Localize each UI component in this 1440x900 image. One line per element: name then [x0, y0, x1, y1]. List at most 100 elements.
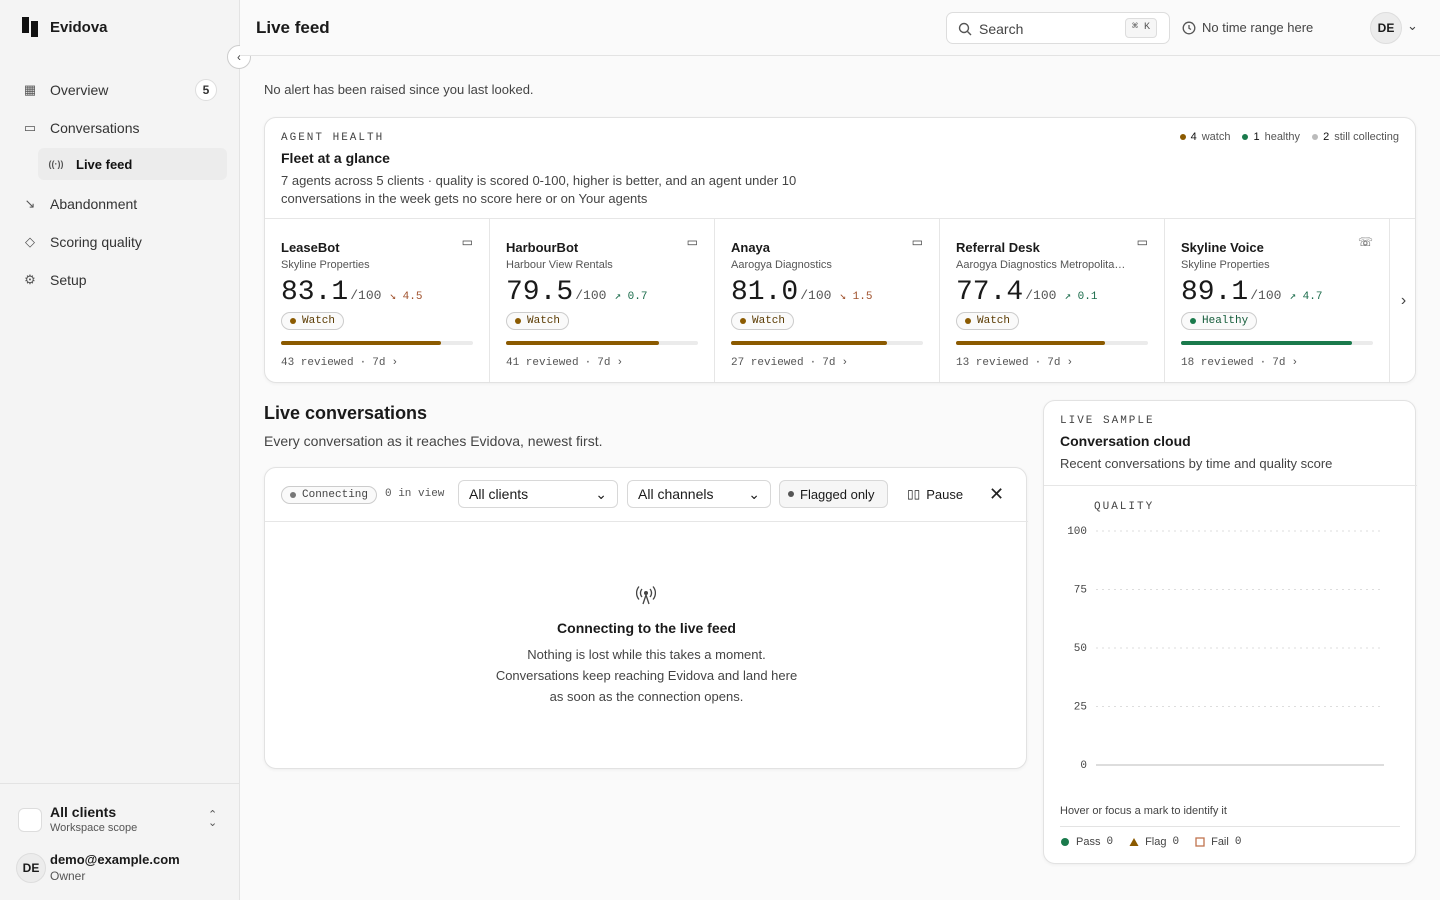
score-track — [1181, 341, 1373, 345]
scroll-right[interactable]: › — [1390, 219, 1415, 382]
user-avatar: DE — [16, 853, 46, 883]
agent-out-of: /100 — [1250, 288, 1282, 303]
client-filter[interactable]: All clients ⌄ — [458, 480, 618, 508]
agent-score: 81.0 — [731, 277, 799, 308]
agent-delta: ↗ 0.7 — [614, 291, 648, 303]
in-view-count: 0 in view — [385, 488, 445, 500]
score-bar — [1181, 341, 1353, 345]
nav-label: Conversations — [50, 120, 140, 136]
agent-score: 89.1 — [1181, 277, 1249, 308]
status-text: Connecting — [302, 489, 369, 501]
agent-name: Skyline Voice — [1181, 240, 1264, 255]
scope-icon — [18, 808, 42, 832]
scope-subtitle: Workspace scope — [50, 822, 138, 834]
legend-marker — [1061, 838, 1069, 846]
legend-label: watch — [1201, 131, 1231, 143]
agent-card[interactable]: ☏ Skyline Voice Skyline Properties 89.1/100… — [1165, 219, 1390, 382]
agent-client: Aarogya Diagnostics — [731, 259, 832, 271]
nav-item[interactable]: ((·)) Live feed — [38, 148, 227, 180]
empty-title: Connecting to the live feed — [557, 620, 736, 636]
score-bar — [506, 341, 659, 345]
nav-item[interactable]: ⚙ Setup — [12, 264, 227, 296]
channel-filter[interactable]: All channels ⌄ — [627, 480, 771, 508]
header: Live feed Search ⌘ K No time range here … — [240, 0, 1440, 56]
agent-card[interactable]: ▭ Anaya Aarogya Diagnostics 81.0/100 ↘ 1.5 Wa… — [715, 219, 940, 382]
header-avatar[interactable]: DE — [1370, 12, 1402, 44]
agent-score-row: 81.0/100 ↘ 1.5 — [731, 277, 923, 308]
y-tick-label: 75 — [1074, 584, 1087, 596]
brand-name: Evidova — [50, 19, 108, 36]
agent-out-of: /100 — [575, 288, 607, 303]
alert-notice: No alert has been raised since you last … — [264, 82, 534, 97]
nav-icon: ▭ — [23, 120, 37, 135]
status-text: Watch — [977, 315, 1011, 327]
search-box[interactable]: Search ⌘ K — [946, 12, 1170, 44]
broadcast-icon — [636, 586, 656, 605]
live-title: Live conversations — [264, 403, 428, 423]
separator: · — [359, 357, 367, 369]
nav-item[interactable]: ◇ Scoring quality — [12, 226, 227, 258]
agent-score: 79.5 — [506, 277, 574, 308]
agent-status: Watch — [506, 312, 570, 330]
legend-count: 0 — [1172, 836, 1180, 848]
client-filter-text: All clients — [469, 486, 529, 502]
agent-card[interactable]: ▭ Referral Desk Aarogya Diagnostics Metrop… — [940, 219, 1165, 382]
agent-card[interactable]: ▭ HarbourBot Harbour View Rentals 79.5/100 ↗… — [490, 219, 715, 382]
nav-label: Setup — [50, 272, 87, 288]
separator: · — [809, 357, 817, 369]
agent-name: HarbourBot — [506, 240, 579, 255]
legend-label: Flag — [1145, 836, 1167, 848]
nav-item[interactable]: ▭ Conversations — [12, 112, 227, 144]
pause-button[interactable]: ▯▯ Pause — [899, 480, 972, 508]
y-tick-label: 100 — [1067, 526, 1087, 538]
legend-dot — [1242, 134, 1249, 140]
legend-label: Pass — [1076, 836, 1101, 848]
legend-marker — [1129, 838, 1139, 846]
legend-marker — [1195, 837, 1205, 847]
channel-filter-text: All channels — [638, 486, 714, 502]
nav-label: Abandonment — [50, 196, 138, 212]
legend-count: 1 — [1253, 131, 1260, 143]
legend-label: Fail — [1211, 836, 1229, 848]
pause-text: Pause — [926, 486, 964, 502]
agent-reviewed: 43 reviewed — [281, 357, 354, 369]
search-placeholder: Search — [979, 21, 1024, 37]
agent-delta: ↗ 4.7 — [1289, 291, 1323, 303]
score-track — [506, 341, 698, 345]
agent-period: 7d — [822, 357, 836, 369]
legend-count: 0 — [1234, 836, 1242, 848]
agent-card[interactable]: ▭ LeaseBot Skyline Properties 83.1/100 ↘ 4.5… — [265, 219, 490, 382]
y-tick-label: 50 — [1074, 643, 1087, 655]
agent-score-row: 79.5/100 ↗ 0.7 — [506, 277, 698, 308]
cloud-title: Conversation cloud — [1060, 433, 1191, 449]
account-chevron[interactable]: ⌄ — [1407, 18, 1418, 33]
agent-name: Anaya — [731, 240, 771, 255]
nav-item[interactable]: ↘ Abandonment — [12, 188, 227, 220]
status-dot — [740, 318, 746, 324]
agent-channel-icon: ▭ — [911, 235, 923, 249]
agent-footer: 18 reviewed · 7d › — [1181, 357, 1373, 369]
nav-icon: ◇ — [25, 234, 35, 249]
agent-footer: 41 reviewed · 7d › — [506, 357, 698, 369]
flagged-text: Flagged only — [800, 486, 875, 502]
nav-label: Scoring quality — [50, 234, 142, 250]
nav-item[interactable]: ▦ Overview 5 — [12, 74, 227, 106]
close-button[interactable]: ✕ — [989, 484, 1005, 504]
flagged-toggle[interactable]: Flagged only — [779, 480, 888, 508]
scope-toggle[interactable]: ⌃ ⌄ — [208, 809, 218, 829]
legend-item: Flag 0 — [1129, 836, 1179, 848]
y-tick-label: 0 — [1080, 760, 1087, 772]
legend-dot — [1312, 134, 1319, 140]
cloud-chart: QUALITY 0 25 50 75 100 — [1067, 501, 1384, 772]
score-track — [956, 341, 1148, 345]
health-title: Fleet at a glance — [281, 150, 390, 166]
status-text: Healthy — [1202, 315, 1249, 327]
time-range[interactable]: No time range here — [1202, 20, 1314, 35]
separator: · — [1034, 357, 1042, 369]
score-track — [731, 341, 923, 345]
chevron: › — [841, 357, 849, 369]
cloud-legend: Pass 0 Flag 0 Fail 0 — [1060, 836, 1241, 848]
scope-title[interactable]: All clients — [50, 804, 117, 820]
agent-reviewed: 27 reviewed — [731, 357, 804, 369]
